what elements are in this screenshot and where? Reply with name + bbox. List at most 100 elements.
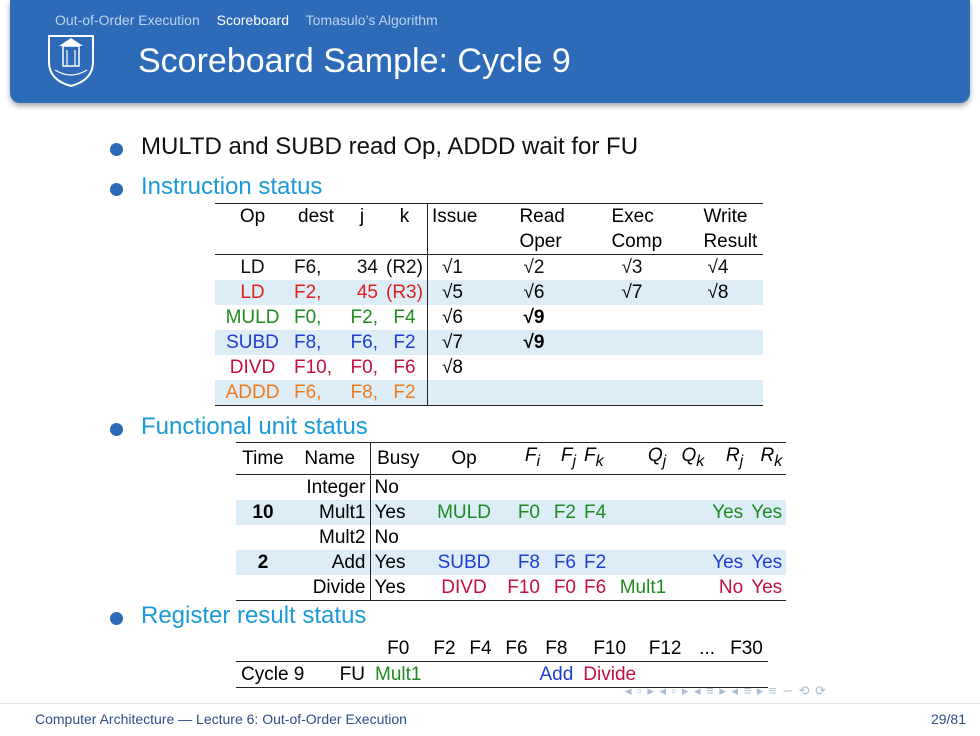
cell-time (236, 575, 290, 601)
cell-j: 45 (342, 280, 382, 305)
cell-write (699, 330, 764, 355)
cell-op: DIVD (229, 357, 276, 378)
cell-reg-fu (462, 661, 499, 688)
cell-fi: F8 (502, 549, 544, 575)
col-reg: F6 (505, 638, 528, 659)
cell-issue: √5 (427, 280, 516, 305)
cell-op: MULD (426, 499, 502, 525)
col-name: Name (290, 442, 371, 475)
table-row: Cycle 9 FU Mult1 Add Divide (236, 661, 768, 688)
cell-qk (670, 549, 709, 575)
cell-reg-fu: Divide (578, 661, 642, 688)
cell-busy: Yes (374, 576, 406, 598)
col-qk: Qk (670, 442, 709, 475)
register-result-status-table: F0 F2 F4 F6 F8 F10 F12 ... F30 Cycle 9 F… (236, 636, 768, 688)
cell-rk: Yes (751, 576, 783, 598)
cell-read: √2 (523, 257, 545, 278)
cell-issue: √8 (441, 357, 463, 378)
cell-write (699, 355, 763, 380)
cell-op: SUBD (215, 330, 290, 355)
col-fk: Fk (580, 442, 611, 475)
cell-read: √9 (523, 307, 545, 328)
cell-time (236, 474, 290, 500)
cell-op: LD (240, 257, 265, 278)
cell-qj (610, 549, 671, 575)
col-read-sub: Oper (515, 229, 608, 255)
cell-exec (607, 355, 699, 380)
col-reg: ... (699, 638, 716, 659)
col-reg: F4 (469, 638, 492, 659)
table-row: DIVD F10, F0, F6 √8 (215, 355, 763, 380)
table-row: 2 Add Yes SUBD F8 F6 F2 Yes Yes (236, 549, 787, 575)
table-row: LD F2, 45 (R3) √5 √6 √7 √8 (215, 280, 764, 305)
col-reg: F8 (545, 638, 568, 659)
col-read: Read (519, 206, 565, 227)
cell-k: F2 (382, 380, 428, 406)
cell-exec (607, 305, 699, 330)
cell-name: Mult2 (290, 524, 371, 550)
cell-write (699, 380, 764, 406)
cell-exec (607, 330, 700, 355)
cell-rj: Yes (708, 499, 748, 525)
cell-k: F4 (382, 305, 428, 330)
bullet-dot (110, 183, 123, 196)
cell-reg-fu (725, 661, 768, 688)
cell-op (426, 474, 502, 500)
cell-fk: F4 (580, 499, 611, 525)
cell-qj (610, 499, 671, 525)
cell-op: DIVD (441, 576, 487, 598)
cell-read (515, 355, 607, 380)
cell-issue: √1 (441, 257, 463, 278)
bullet-dot (110, 423, 123, 436)
cell-fj: F6 (544, 549, 580, 575)
cell-fi: F10 (507, 576, 540, 598)
cell-k: (R2) (382, 254, 428, 280)
cell-j: 34 (356, 257, 378, 278)
cell-j: F8, (342, 380, 382, 406)
col-k: k (382, 203, 428, 229)
cell-write: √8 (699, 280, 764, 305)
col-reg: F30 (730, 638, 763, 659)
cell-rj: Yes (708, 549, 748, 575)
cell-time: 10 (236, 499, 290, 525)
bullet-dot (110, 612, 123, 625)
col-reg: F12 (648, 638, 682, 659)
cell-name: Add (290, 549, 371, 575)
cell-dest: F6, (290, 380, 342, 406)
cell-j: F0, (350, 357, 378, 378)
table-header-row: Op dest j k Issue Read Exec Write (215, 203, 763, 229)
col-reg: F2 (433, 638, 456, 659)
cell-dest: F10, (294, 357, 333, 378)
cell-fj: F0 (553, 576, 576, 598)
cell-name: Mult1 (290, 499, 371, 525)
cell-busy: No (374, 526, 399, 548)
col-time: Time (236, 442, 290, 475)
footer-lecture-title: Computer Architecture — Lecture 6: Out-o… (35, 711, 407, 727)
col-op: Op (426, 442, 502, 475)
cell-issue: √6 (441, 307, 463, 328)
nav-item-scoreboard[interactable]: Scoreboard (216, 12, 290, 28)
beamer-navigation-icons[interactable]: ◂ ▫ ▸ ◂ ▫ ▸ ◂ ≡ ▸ ◂ ≡ ▸ ≡ ∽ ⟲ ⟳ (625, 683, 828, 698)
col-issue: Issue (431, 206, 478, 227)
section-heading: Register result status (141, 602, 367, 629)
col-op: Op (239, 206, 266, 227)
col-fj: Fj (544, 442, 580, 475)
cell-fj: F2 (544, 499, 580, 525)
nav-item-tomasulo[interactable]: Tomasulo’s Algorithm (305, 12, 438, 28)
cell-name: Integer (290, 474, 371, 500)
cell-rj: No (718, 576, 744, 598)
table-row: Integer No (236, 474, 786, 500)
cell-write (699, 305, 763, 330)
cell-reg-fu (426, 661, 463, 688)
cell-exec (607, 380, 700, 406)
col-rk: Rk (747, 442, 787, 475)
col-reg: F0 (387, 638, 410, 659)
cell-dest: F8, (290, 330, 342, 355)
nav-item-ooo[interactable]: Out-of-Order Execution (55, 12, 200, 28)
bullet-text: MULTD and SUBD read Op, ADDD wait for FU (141, 133, 639, 160)
cell-reg-fu (689, 661, 726, 688)
col-exec: Exec (611, 206, 654, 227)
cell-dest: F0, (294, 307, 322, 328)
cell-fk: F6 (584, 576, 607, 598)
cell-time: 2 (236, 549, 290, 575)
